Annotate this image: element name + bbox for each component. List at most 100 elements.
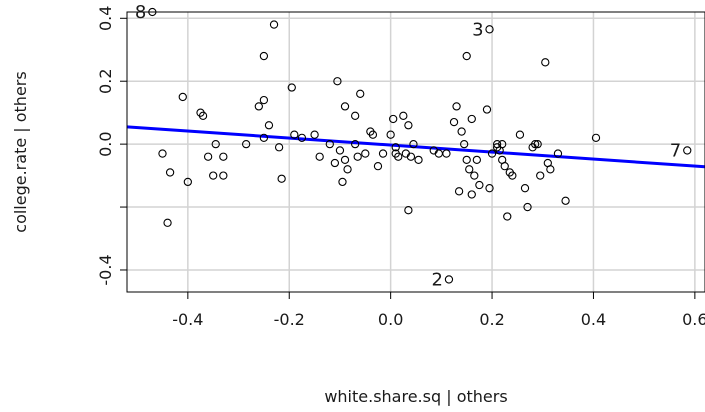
data-point <box>470 171 479 180</box>
data-point <box>541 58 550 67</box>
data-point <box>533 139 542 149</box>
data-point <box>315 152 324 161</box>
point-label: 3 <box>472 19 483 40</box>
point-label: 7 <box>670 140 681 161</box>
data-point <box>297 133 307 142</box>
data-point <box>553 149 563 158</box>
labeled-data-point <box>485 25 494 34</box>
x-tick-label: -0.2 <box>274 310 305 329</box>
data-point <box>454 187 464 196</box>
data-point <box>452 102 461 111</box>
data-point <box>163 218 172 227</box>
data-point <box>404 121 413 130</box>
data-point <box>325 139 334 149</box>
data-point <box>442 149 451 158</box>
data-point <box>498 139 507 149</box>
data-point <box>457 127 466 136</box>
data-point <box>561 196 570 205</box>
data-point <box>414 155 423 165</box>
data-point <box>368 130 378 139</box>
data-point <box>394 152 403 161</box>
data-point <box>409 139 418 149</box>
data-point <box>356 89 365 98</box>
data-point <box>203 152 213 161</box>
data-point <box>462 51 471 61</box>
plot-frame <box>126 11 705 293</box>
data-point <box>482 105 492 114</box>
data-point <box>241 139 251 149</box>
data-point <box>475 180 484 190</box>
data-point <box>404 206 413 215</box>
data-point <box>389 114 398 124</box>
data-point <box>361 149 370 158</box>
data-point <box>209 171 218 180</box>
data-point <box>219 152 228 161</box>
data-point <box>264 121 274 130</box>
data-point <box>183 177 192 187</box>
data-point <box>467 114 476 124</box>
x-axis: -0.4 -0.2 0.0 0.2 0.4 0.6 <box>172 292 705 329</box>
y-axis-label: college.rate | others <box>11 71 30 232</box>
data-point <box>310 130 319 139</box>
data-point <box>274 143 284 152</box>
y-axis: -0.4 0.0 0.2 0.4 <box>96 6 127 286</box>
data-point <box>536 171 545 180</box>
data-point <box>335 146 345 155</box>
data-point <box>460 139 469 149</box>
data-point <box>340 102 350 111</box>
data-point <box>523 202 532 212</box>
data-point <box>158 149 167 158</box>
data-point <box>353 152 362 161</box>
data-point <box>449 117 459 127</box>
y-tick-label: 0.0 <box>96 131 115 156</box>
data-point <box>351 139 360 149</box>
data-point <box>515 130 525 139</box>
y-tick-label: -0.4 <box>96 254 115 285</box>
point-label: 2 <box>432 269 443 290</box>
data-point <box>178 92 187 102</box>
gridlines <box>127 12 705 292</box>
data-point <box>520 184 530 193</box>
x-tick-label: -0.4 <box>172 310 203 329</box>
data-point <box>259 95 269 105</box>
data-point <box>503 212 512 221</box>
data-point <box>546 165 555 174</box>
labeled-data-point <box>444 275 454 284</box>
x-tick-label: 0.4 <box>581 310 606 329</box>
data-point <box>378 149 388 158</box>
data-point <box>591 133 601 142</box>
x-tick-label: 0.6 <box>682 310 705 329</box>
x-tick-label: 0.2 <box>479 310 504 329</box>
data-point <box>165 168 175 177</box>
data-point <box>277 174 286 183</box>
data-point <box>219 171 228 180</box>
data-point <box>467 190 476 199</box>
data-point <box>386 130 395 139</box>
data-point <box>530 139 540 149</box>
data-point <box>472 155 481 165</box>
data-point <box>391 143 400 152</box>
data-point <box>406 152 416 161</box>
data-point <box>487 149 497 158</box>
data-point <box>343 165 352 174</box>
data-point <box>399 111 408 120</box>
data-point <box>338 177 347 187</box>
data-point <box>340 155 350 165</box>
data-point <box>269 20 279 29</box>
y-tick-label: 0.4 <box>96 6 115 31</box>
data-point <box>254 102 263 111</box>
data-points <box>158 20 601 227</box>
data-point <box>211 139 220 149</box>
data-point <box>373 162 383 171</box>
data-point <box>351 111 360 120</box>
data-point <box>485 184 494 193</box>
data-point <box>500 162 509 171</box>
data-point <box>508 171 517 180</box>
data-point <box>287 83 296 92</box>
data-point <box>465 165 474 174</box>
data-point <box>290 130 299 139</box>
data-point <box>462 155 471 165</box>
x-axis-label: white.share.sq | others <box>324 387 507 406</box>
data-point <box>333 77 342 86</box>
